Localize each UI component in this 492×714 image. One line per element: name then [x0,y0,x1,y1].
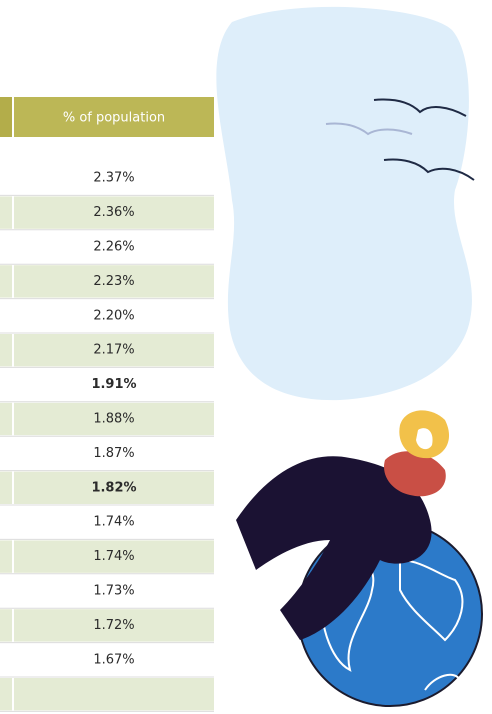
cell-value: 1.87% [93,446,134,461]
cell-value: 1.67% [93,652,134,667]
canvas: % of population 2.37% 2.36% 2.26% 2.23% 2.20… [0,0,492,714]
row-stub [0,678,12,710]
cell-value: 1.74% [93,549,134,564]
row-stub [0,162,12,194]
cell-value: 1.88% [93,412,134,427]
row-stub [0,609,12,641]
row-stub [0,540,12,572]
cell-value: 1.73% [93,584,134,599]
page: % of population 2.37% 2.36% 2.26% 2.23% 2.20… [0,0,492,714]
cell-value: 2.26% [93,240,134,255]
cell-value: 1.72% [93,618,134,633]
row-stub [0,231,12,263]
cell-value: 1.91% [91,377,136,392]
row-cell [14,678,214,710]
row-stub [0,644,12,676]
row-stub [0,300,12,332]
column-header: % of population [63,111,165,126]
row-stub [0,575,12,607]
cell-value: 1.82% [91,480,136,495]
cell-value: 2.37% [93,171,134,186]
row-stub [0,368,12,400]
cell-value: 2.23% [93,274,134,289]
cell-value: 2.17% [93,343,134,358]
illustration [216,7,482,706]
row-stub [0,265,12,297]
header-cell-stub [0,97,12,137]
cell-value: 2.20% [93,308,134,323]
cell-value: 1.74% [93,515,134,530]
row-stub [0,506,12,538]
cell-value: 2.36% [93,205,134,220]
row-stub [0,403,12,435]
row-stub [0,196,12,228]
row-stub [0,472,12,504]
row-stub [0,334,12,366]
row-stub [0,437,12,469]
table: % of population 2.37% 2.36% 2.26% 2.23% 2.20… [0,97,214,711]
